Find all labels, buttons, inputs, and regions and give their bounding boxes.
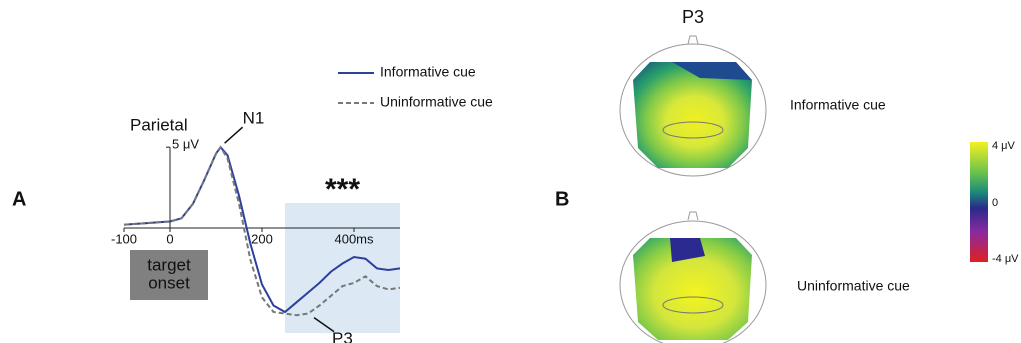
roi: [662, 296, 724, 314]
x-tick-label: 400ms: [334, 231, 374, 246]
nose: [687, 35, 699, 45]
topomap: [633, 62, 752, 168]
chart-title: Parietal: [130, 115, 188, 134]
map-label: Uninformative cue: [797, 278, 910, 294]
nose: [687, 211, 699, 221]
colorbar-label: 0: [992, 197, 998, 209]
highlight-region: [285, 203, 400, 333]
onset-box: [130, 250, 208, 300]
annotation-arrow: [313, 316, 335, 333]
onset-label: target: [147, 255, 191, 274]
x-tick-label: 200: [251, 231, 273, 246]
annotation-arrow: [224, 126, 244, 144]
topomaps: B P3 Informative cue Uninformative cue 4…: [555, 7, 1019, 343]
map-title: P3: [682, 7, 704, 27]
panel-label: B: [555, 188, 569, 210]
y-tick-label: 5 μV: [172, 137, 199, 152]
annotation: N1: [243, 109, 265, 128]
x-tick-label: 0: [166, 231, 173, 246]
roi: [662, 121, 724, 139]
map-label: Informative cue: [790, 97, 886, 113]
topomap-region: [672, 62, 752, 80]
annotation: P3: [332, 329, 353, 343]
legend-label: Uninformative cue: [380, 94, 493, 110]
colorbar-label: 4 μV: [992, 140, 1016, 152]
x-tick-label: -100: [111, 231, 137, 246]
colorbar: [970, 142, 988, 262]
colorbar-label: -4 μV: [992, 253, 1019, 265]
legend-label: Informative cue: [380, 64, 476, 80]
onset-label: onset: [148, 273, 190, 292]
significance: ***: [325, 173, 360, 206]
panel-label: A: [12, 188, 26, 210]
topomap-region: [670, 238, 705, 262]
series-line: [123, 145, 401, 317]
